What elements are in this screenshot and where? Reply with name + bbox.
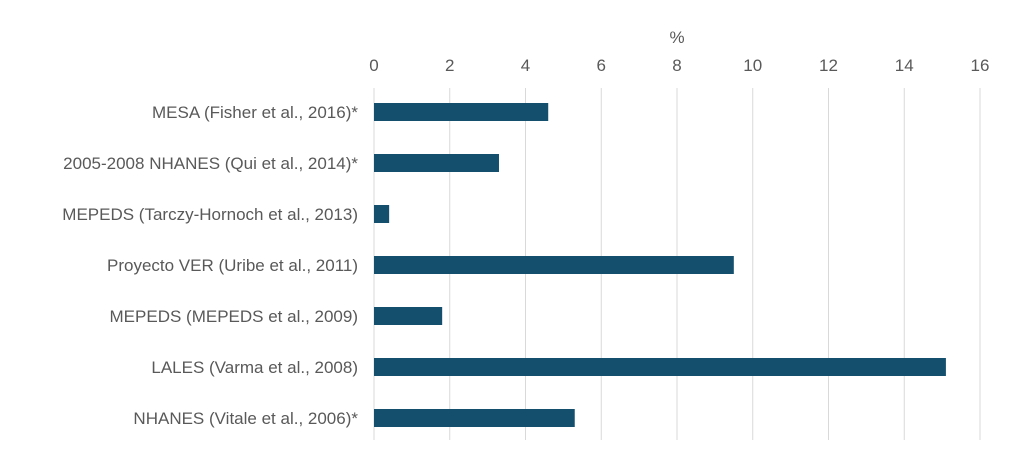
- category-label: LALES (Varma et al., 2008): [151, 358, 358, 377]
- bar: [374, 205, 390, 223]
- bar: [374, 409, 575, 427]
- x-axis-ticks: 0 2 4 6 8 10 12 14 16: [369, 56, 989, 75]
- x-tick-label: 12: [819, 56, 838, 75]
- bar: [374, 103, 549, 121]
- category-label: 2005-2008 NHANES (Qui et al., 2014)*: [63, 154, 358, 173]
- category-label: MEPEDS (Tarczy-Hornoch et al., 2013): [62, 205, 358, 224]
- category-labels: MESA (Fisher et al., 2016)* 2005-2008 NHA…: [62, 103, 358, 428]
- category-label: MEPEDS (MEPEDS et al., 2009): [110, 307, 358, 326]
- bar: [374, 307, 443, 325]
- category-label: Proyecto VER (Uribe et al., 2011): [107, 256, 358, 275]
- x-tick-label: 14: [895, 56, 914, 75]
- x-axis-title: %: [669, 28, 684, 47]
- x-tick-label: 10: [743, 56, 762, 75]
- bars: [374, 103, 946, 427]
- x-tick-label: 4: [521, 56, 530, 75]
- bar: [374, 358, 946, 376]
- x-tick-label: 2: [445, 56, 454, 75]
- x-tick-label: 8: [672, 56, 681, 75]
- x-tick-label: 0: [369, 56, 378, 75]
- x-tick-label: 16: [971, 56, 990, 75]
- category-label: NHANES (Vitale et al., 2006)*: [133, 409, 358, 428]
- x-tick-label: 6: [597, 56, 606, 75]
- category-label: MESA (Fisher et al., 2016)*: [152, 103, 358, 122]
- bar: [374, 256, 734, 274]
- bar: [374, 154, 499, 172]
